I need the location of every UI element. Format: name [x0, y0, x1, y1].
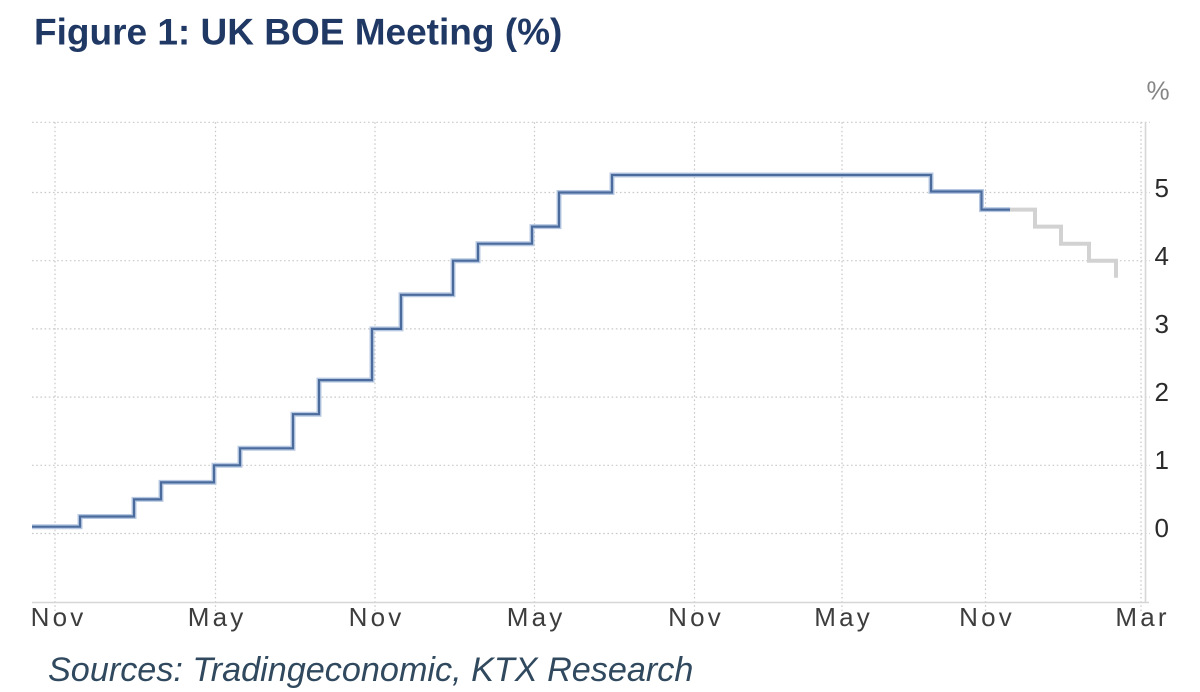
svg-text:Nov: Nov	[349, 602, 405, 632]
svg-text:4: 4	[1155, 241, 1169, 271]
svg-text:May: May	[188, 602, 247, 632]
svg-text:2: 2	[1155, 377, 1169, 407]
svg-text:Nov: Nov	[668, 602, 724, 632]
svg-text:May: May	[814, 602, 873, 632]
svg-text:Mar: Mar	[1115, 602, 1169, 632]
svg-text:May: May	[507, 602, 566, 632]
svg-text:0: 0	[1155, 513, 1169, 543]
svg-text:5: 5	[1155, 173, 1169, 203]
svg-text:Nov: Nov	[959, 602, 1015, 632]
svg-text:%: %	[1147, 76, 1170, 106]
svg-text:Figure 1: UK BOE Meeting (%): Figure 1: UK BOE Meeting (%)	[34, 12, 562, 53]
svg-text:1: 1	[1155, 445, 1169, 475]
svg-text:Nov: Nov	[31, 602, 87, 632]
svg-text:Sources: Tradingeconomic, KTX: Sources: Tradingeconomic, KTX Research	[48, 651, 693, 689]
svg-text:3: 3	[1155, 309, 1169, 339]
